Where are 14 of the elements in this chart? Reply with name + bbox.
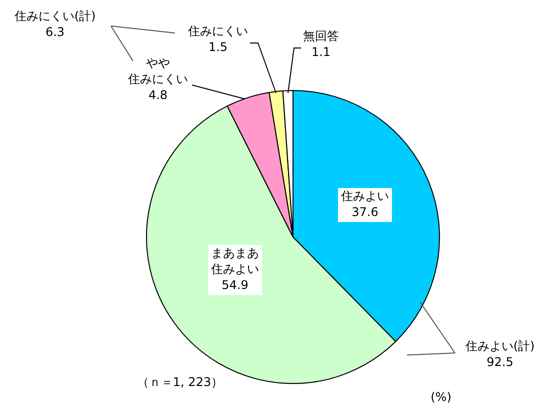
data-label: 54.9 (222, 278, 248, 292)
slice-label: やや住みにくい (127, 56, 188, 86)
slice-label: まあまあ住みよい (210, 246, 259, 276)
text: （ｎ＝1, 223） (136, 375, 224, 390)
slice-label: 住みにくい (187, 24, 248, 38)
text: 住みにくい(計) 6.3 (13, 9, 96, 40)
slice-label: 住みよい (340, 189, 389, 204)
data-label: 4.8 (148, 88, 168, 102)
data-label: 1.1 (311, 45, 331, 60)
text: (%) (430, 390, 452, 404)
slice-label: 無回答 (303, 29, 339, 44)
text: 住みよい(計) 92.5 (464, 339, 535, 370)
data-label: 1.5 (208, 40, 228, 54)
data-label: 37.6 (352, 205, 378, 220)
